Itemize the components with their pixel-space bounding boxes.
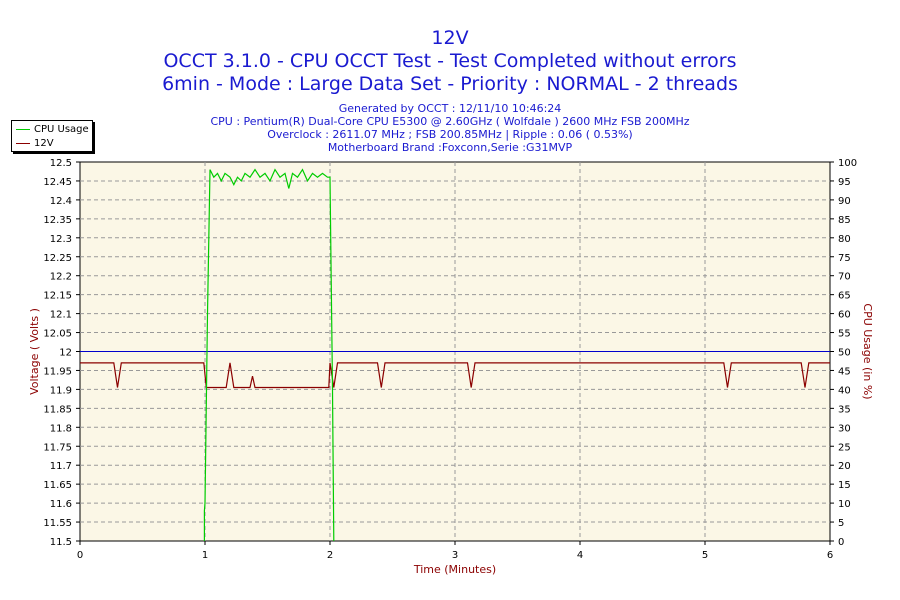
y-right-axis-label: CPU Usage (in %)	[861, 303, 874, 399]
y-right-tick-label: 85	[838, 215, 851, 226]
x-tick-label: 4	[577, 550, 583, 561]
y-right-tick-label: 10	[838, 499, 851, 510]
legend-item-12v: 12V	[16, 136, 54, 150]
series-line-cpu-usage	[203, 168, 335, 542]
y-left-tick-label: 12.15	[43, 291, 72, 302]
legend-swatch-12v	[16, 142, 30, 144]
y-left-tick-label: 12.4	[50, 196, 72, 207]
y-left-tick-label: 12.25	[43, 253, 72, 264]
chart-title: 12V	[431, 27, 469, 49]
y-left-tick-label: 11.65	[43, 480, 72, 491]
x-tick-label: 5	[702, 550, 708, 561]
legend-label-12v: 12V	[34, 137, 54, 149]
y-right-tick-label: 20	[838, 461, 851, 472]
y-right-tick-label: 65	[838, 291, 851, 302]
y-left-axis-label: Voltage ( Volts )	[28, 308, 41, 395]
y-left-tick-label: 11.75	[43, 442, 72, 453]
y-left-tick-label: 12.2	[50, 272, 72, 283]
x-axis-label: Time (Minutes)	[413, 563, 496, 576]
cpu-info: CPU : Pentium(R) Dual-Core CPU E5300 @ 2…	[210, 115, 690, 128]
test-summary-title: OCCT 3.1.0 - CPU OCCT Test - Test Comple…	[163, 50, 737, 72]
y-left-tick-label: 12.45	[43, 177, 72, 188]
y-right-tick-label: 70	[838, 272, 851, 283]
overclock-info: Overclock : 2611.07 MHz ; FSB 200.85MHz …	[267, 128, 633, 141]
y-right-tick-label: 25	[838, 442, 851, 453]
y-left-tick-label: 11.7	[50, 461, 72, 472]
y-right-tick-label: 50	[838, 348, 851, 359]
y-right-tick-label: 15	[838, 480, 851, 491]
y-right-tick-label: 60	[838, 310, 851, 321]
y-left-tick-label: 11.85	[43, 404, 72, 415]
y-left-tick-label: 12.1	[50, 310, 72, 321]
y-right-tick-label: 90	[838, 196, 851, 207]
x-tick-label: 3	[452, 550, 458, 561]
generated-info: Generated by OCCT : 12/11/10 10:46:24	[338, 102, 562, 115]
y-right-tick-label: 55	[838, 329, 851, 340]
y-left-tick-label: 12.35	[43, 215, 72, 226]
y-right-tick-label: 40	[838, 385, 851, 396]
x-tick-label: 6	[827, 550, 833, 561]
y-left-tick-label: 12	[59, 348, 72, 359]
y-left-tick-label: 12.05	[43, 329, 72, 340]
legend-swatch-cpu-usage	[16, 128, 30, 130]
y-right-tick-label: 45	[838, 366, 851, 377]
y-left-tick-label: 11.5	[50, 537, 72, 548]
chart-legend: CPU Usage 12V	[11, 120, 93, 152]
y-right-tick-label: 75	[838, 253, 851, 264]
y-left-tick-label: 12.3	[50, 234, 72, 245]
x-tick-label: 1	[202, 550, 208, 561]
y-right-tick-label: 95	[838, 177, 851, 188]
y-right-tick-label: 5	[838, 518, 844, 529]
x-tick-label: 0	[77, 550, 83, 561]
y-left-tick-label: 11.6	[50, 499, 72, 510]
y-right-tick-label: 30	[838, 423, 851, 434]
series-line-12v	[80, 362, 830, 389]
y-right-tick-label: 100	[838, 158, 857, 169]
y-left-tick-label: 12.5	[50, 158, 72, 169]
y-left-tick-label: 11.9	[50, 385, 72, 396]
y-left-tick-label: 11.8	[50, 423, 72, 434]
y-right-tick-label: 80	[838, 234, 851, 245]
y-right-tick-label: 0	[838, 537, 844, 548]
legend-item-cpu-usage: CPU Usage	[16, 122, 89, 136]
x-tick-label: 2	[327, 550, 333, 561]
motherboard-info: Motherboard Brand :Foxconn,Serie :G31MVP	[327, 141, 573, 154]
legend-label-cpu-usage: CPU Usage	[34, 123, 89, 135]
test-mode-title: 6min - Mode : Large Data Set - Priority …	[162, 73, 738, 95]
y-left-tick-label: 11.55	[43, 518, 72, 529]
y-right-tick-label: 35	[838, 404, 851, 415]
y-left-tick-label: 11.95	[43, 366, 72, 377]
